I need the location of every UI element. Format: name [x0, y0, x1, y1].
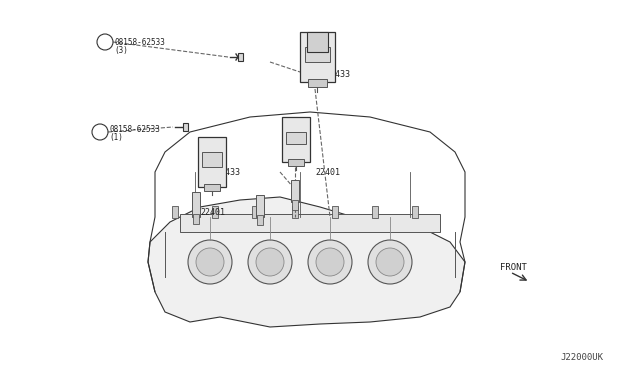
Text: (1): (1) [109, 132, 123, 141]
Bar [257, 215, 263, 225]
Bar [300, 32, 335, 82]
Text: 08158-62533: 08158-62533 [109, 125, 160, 134]
Bar [372, 206, 378, 218]
Circle shape [368, 240, 412, 284]
Bar [180, 214, 440, 232]
Bar [286, 132, 306, 144]
Circle shape [308, 240, 352, 284]
Polygon shape [148, 197, 465, 327]
Bar [212, 206, 218, 218]
Text: J22000UK: J22000UK [560, 353, 603, 362]
Circle shape [376, 248, 404, 276]
Text: 22401: 22401 [315, 167, 340, 176]
Bar [198, 137, 226, 187]
Circle shape [92, 124, 108, 140]
Bar [288, 159, 304, 166]
Bar [282, 117, 310, 162]
Text: 22401: 22401 [200, 208, 225, 217]
Text: 22433: 22433 [325, 70, 350, 78]
Circle shape [97, 34, 113, 50]
Bar [308, 79, 327, 87]
Text: 08158-62533: 08158-62533 [114, 38, 165, 46]
Bar [291, 180, 299, 202]
Text: B: B [97, 128, 102, 137]
Bar [202, 152, 222, 167]
Bar [183, 123, 188, 131]
Circle shape [248, 240, 292, 284]
Bar [204, 184, 220, 191]
Bar [332, 206, 338, 218]
Circle shape [196, 248, 224, 276]
Bar [252, 206, 258, 218]
Text: 22433: 22433 [215, 167, 240, 176]
Text: (3): (3) [114, 45, 128, 55]
Bar [292, 200, 298, 210]
Text: FRONT: FRONT [500, 263, 527, 272]
Bar [412, 206, 418, 218]
Bar [305, 47, 330, 62]
Bar [292, 206, 298, 218]
Bar [307, 32, 328, 52]
Bar [238, 53, 243, 61]
Text: B: B [102, 38, 108, 46]
Circle shape [188, 240, 232, 284]
Bar [192, 192, 200, 217]
Circle shape [256, 248, 284, 276]
Bar [193, 214, 199, 224]
Bar [256, 195, 264, 217]
Bar [172, 206, 178, 218]
Circle shape [316, 248, 344, 276]
